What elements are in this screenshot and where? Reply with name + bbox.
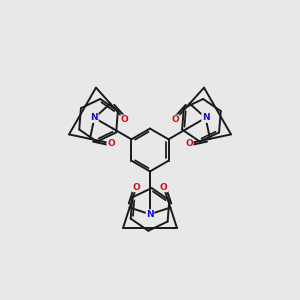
Text: O: O [107, 139, 115, 148]
Text: N: N [146, 210, 154, 219]
Text: N: N [91, 113, 98, 122]
Text: O: O [172, 115, 179, 124]
Text: N: N [202, 113, 209, 122]
Text: O: O [132, 183, 140, 192]
Text: O: O [160, 183, 168, 192]
Text: O: O [121, 115, 128, 124]
Text: O: O [185, 139, 193, 148]
